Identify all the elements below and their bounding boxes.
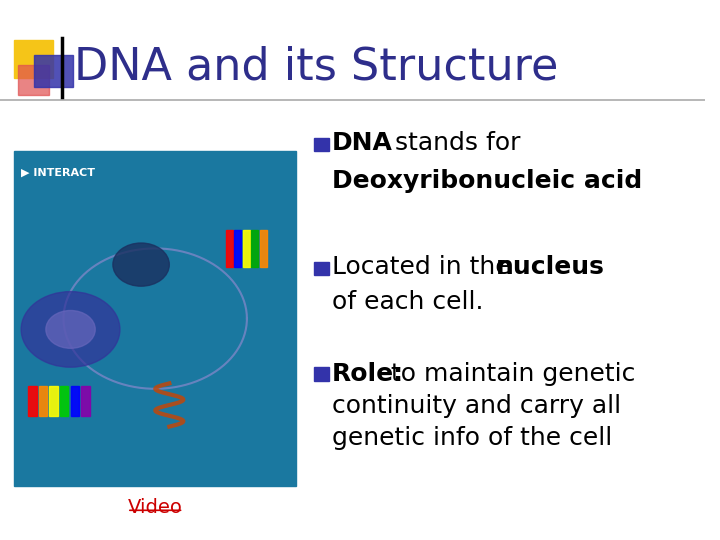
Text: Role:: Role: [332, 362, 404, 386]
Text: to maintain genetic: to maintain genetic [383, 362, 636, 386]
Text: stands for: stands for [387, 131, 520, 155]
Bar [14, 40, 53, 78]
Bar [314, 262, 330, 275]
Text: DNA and its Structure: DNA and its Structure [74, 46, 559, 89]
Circle shape [46, 310, 95, 348]
Text: ▶ INTERACT: ▶ INTERACT [21, 167, 95, 178]
Circle shape [113, 243, 169, 286]
Text: of each cell.: of each cell. [332, 291, 483, 314]
Text: DNA: DNA [332, 131, 392, 155]
Bar [81, 386, 89, 416]
Bar [234, 230, 241, 267]
Text: Video: Video [127, 498, 183, 517]
Bar [14, 151, 297, 486]
Text: Located in the: Located in the [332, 255, 518, 279]
Bar [314, 138, 330, 151]
Text: continuity and carry all: continuity and carry all [332, 394, 621, 418]
Bar [17, 65, 50, 94]
Bar [60, 386, 68, 416]
Text: nucleus: nucleus [496, 255, 605, 279]
Text: Deoxyribonucleic acid: Deoxyribonucleic acid [332, 169, 642, 193]
Bar [243, 230, 250, 267]
Bar [251, 230, 258, 267]
Bar [28, 386, 37, 416]
Bar [34, 55, 73, 87]
Bar [39, 386, 48, 416]
Text: genetic info of the cell: genetic info of the cell [332, 427, 612, 450]
Circle shape [21, 292, 120, 367]
Bar [71, 386, 79, 416]
Bar [260, 230, 266, 267]
Bar [314, 367, 330, 381]
Bar [50, 386, 58, 416]
Bar [226, 230, 233, 267]
